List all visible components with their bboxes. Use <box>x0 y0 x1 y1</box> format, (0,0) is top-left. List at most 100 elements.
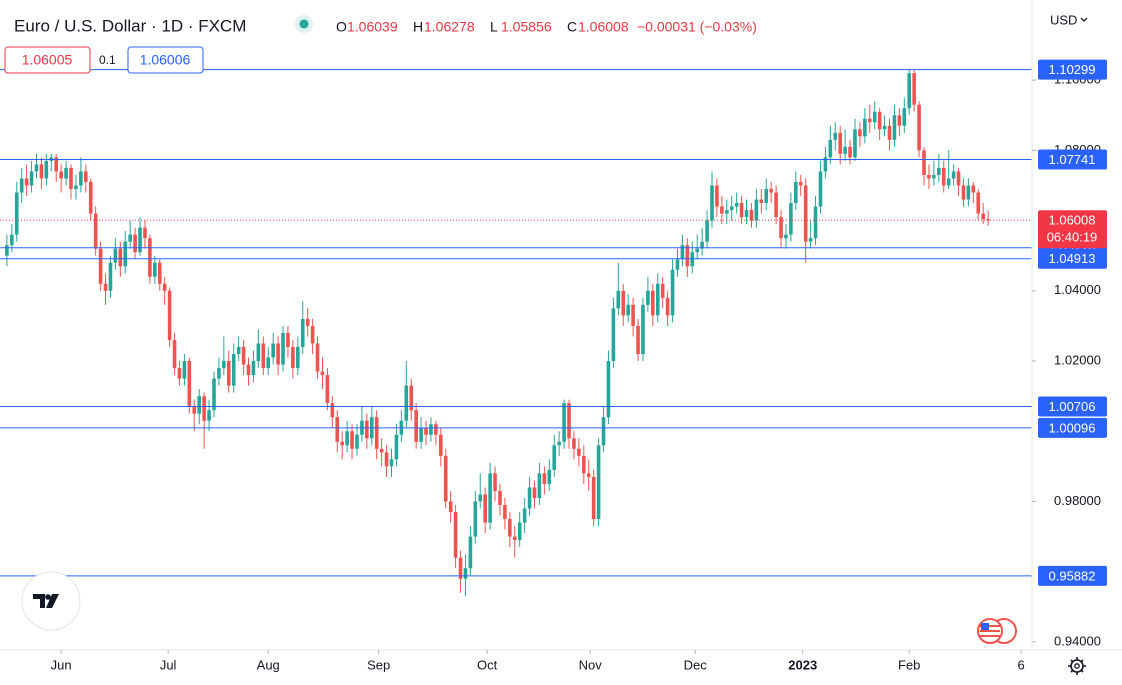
candle-body <box>409 385 414 411</box>
candle-body <box>187 361 192 407</box>
candle-body <box>621 290 626 316</box>
candle-body <box>439 434 443 456</box>
candle-body <box>172 339 177 369</box>
countdown: 06:40:19 <box>1047 230 1098 245</box>
candle-body <box>586 473 591 477</box>
candle-body <box>971 185 976 193</box>
candle-body <box>567 403 571 439</box>
candle-body <box>468 536 473 569</box>
candle-body <box>261 343 266 369</box>
candle-body <box>764 188 769 204</box>
candle-body <box>394 434 399 460</box>
candle-body <box>715 185 719 207</box>
candle-body <box>414 410 418 442</box>
plot-area <box>0 69 1032 597</box>
candle-body <box>646 290 650 305</box>
candle-body <box>39 164 44 179</box>
candle-body <box>542 473 547 484</box>
y-tick-label: 1.02000 <box>1054 352 1101 367</box>
candle-body <box>256 343 261 362</box>
candle-body <box>226 361 231 386</box>
candle-body <box>779 217 783 239</box>
candle-body <box>88 181 93 214</box>
candle-body <box>951 171 956 179</box>
candle-body <box>458 557 463 579</box>
candle-body <box>153 262 157 277</box>
candle-body <box>488 473 492 523</box>
currency-selector[interactable]: USD <box>1050 12 1077 27</box>
y-tick-label: 0.98000 <box>1054 493 1101 508</box>
change: −0.00031 (−0.03%) <box>637 19 757 35</box>
logo-dot <box>45 594 51 600</box>
x-tick-label: Dec <box>684 657 708 672</box>
candle-body <box>626 304 630 316</box>
candle-body <box>932 174 936 179</box>
candle-body <box>729 206 734 211</box>
candle-body <box>59 171 63 179</box>
candle-body <box>872 111 877 123</box>
candle-body <box>478 494 483 502</box>
sell-button[interactable] <box>4 46 91 74</box>
ohlc-value: 1.06039 <box>347 19 398 35</box>
candle-body <box>157 262 162 284</box>
candle-body <box>838 132 842 154</box>
candle-body <box>276 343 280 365</box>
candle-body <box>665 297 670 316</box>
candle-body <box>823 157 828 172</box>
candle-body <box>325 375 330 404</box>
ohlc-key: O <box>336 19 347 35</box>
candle-body <box>739 203 744 218</box>
x-tick-label: Nov <box>579 657 603 672</box>
candle-body <box>877 111 882 130</box>
candle-body <box>10 234 14 246</box>
candle-body <box>917 104 921 151</box>
candle-body <box>887 125 892 140</box>
x-tick-label: Sep <box>367 657 390 672</box>
candle-body <box>207 410 211 421</box>
candle-body <box>754 199 759 221</box>
candle-body <box>103 283 108 291</box>
candle-body <box>64 167 68 179</box>
candle-body <box>527 487 532 509</box>
candle-body <box>473 501 478 537</box>
candle-body <box>434 424 438 435</box>
candle-body <box>128 234 132 242</box>
candle-body <box>24 178 29 186</box>
buy-button[interactable] <box>127 46 204 74</box>
candle-body <box>271 343 275 358</box>
price-label-box <box>1038 396 1107 417</box>
candle-body <box>503 504 507 520</box>
candle-body <box>83 171 88 182</box>
candle-body <box>123 241 128 267</box>
candle-body <box>212 378 216 411</box>
candle-body <box>133 234 137 253</box>
candle-body <box>833 132 838 140</box>
candle-body <box>148 238 152 277</box>
candle-body <box>202 396 206 421</box>
symbol-title[interactable]: Euro / U.S. Dollar · 1D · FXCM <box>14 16 246 35</box>
candle-body <box>355 434 359 449</box>
candle-body <box>956 171 961 186</box>
candle-body <box>749 210 754 221</box>
candle-body <box>113 248 118 263</box>
price-label: 1.07741 <box>1049 152 1096 167</box>
candle-body <box>675 259 680 270</box>
candle-body <box>710 185 714 221</box>
settings-icon <box>1074 663 1080 669</box>
y-tick-label: 1.04000 <box>1054 282 1101 297</box>
candle-body <box>572 438 576 449</box>
bid-price: 1.06005 <box>22 52 73 68</box>
candle-body <box>300 318 305 347</box>
candle-body <box>162 283 167 291</box>
candle-body <box>350 431 354 449</box>
candle-body <box>858 129 862 137</box>
candle-body <box>379 448 384 453</box>
candle-body <box>241 346 246 365</box>
market-status-dot <box>299 19 309 29</box>
last-price-label: 1.06008 <box>1049 213 1096 228</box>
candle-body <box>512 536 517 541</box>
candle-body <box>986 219 990 221</box>
candle-body <box>641 304 645 355</box>
candle-body <box>335 417 340 442</box>
candle-body <box>365 420 369 439</box>
